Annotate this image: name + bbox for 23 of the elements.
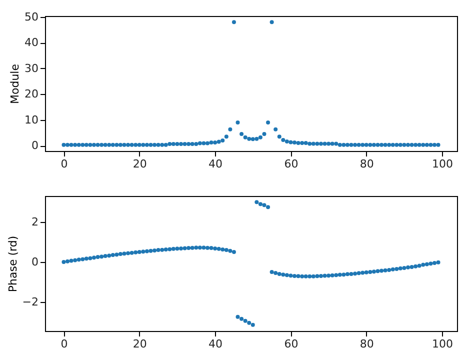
- x-tick-label: 0: [60, 338, 68, 349]
- x-tick-label: 60: [284, 158, 298, 170]
- y-axis-title: Phase (rd): [6, 236, 20, 292]
- y-tick-label: 0: [32, 256, 38, 269]
- x-tick-label: 60: [284, 338, 298, 349]
- x-tick-label: 0: [60, 158, 68, 170]
- y-axis-title: Module: [8, 64, 22, 104]
- y-tick-label: 50: [24, 10, 38, 24]
- y-tick-label: 40: [24, 36, 38, 50]
- y-tick-label: −2: [22, 295, 38, 308]
- y-tick-label: 30: [24, 62, 38, 75]
- x-tick-label: 40: [208, 158, 223, 170]
- y-tick-label: 20: [24, 88, 38, 101]
- y-tick-label: 2: [32, 216, 38, 229]
- x-tick-label: 100: [432, 158, 454, 170]
- x-tick-label: 80: [360, 338, 374, 349]
- y-tick-label: 10: [24, 113, 38, 126]
- y-tick-label: 0: [32, 139, 38, 152]
- x-tick-label: 80: [360, 158, 374, 170]
- x-tick-label: 40: [208, 338, 223, 349]
- x-tick-label: 20: [132, 338, 147, 349]
- x-tick-label: 100: [432, 338, 454, 349]
- x-tick-label: 20: [132, 158, 147, 170]
